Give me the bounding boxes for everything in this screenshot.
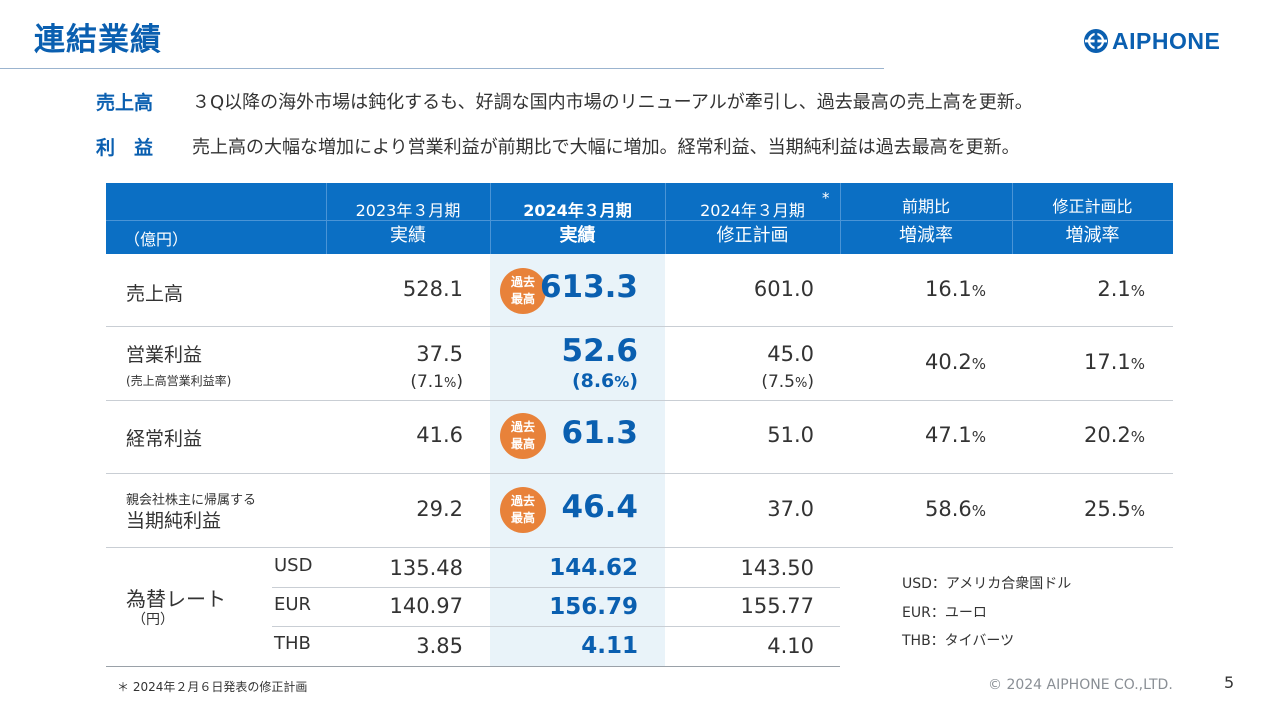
header-yoy: 前期比 増減率 xyxy=(899,197,953,246)
currency-code: USD xyxy=(274,555,313,576)
revised-plan: 45.0 xyxy=(767,342,814,366)
currency-code: EUR xyxy=(274,594,312,615)
prev-actual: 37.5 xyxy=(416,342,463,366)
current-actual: 46.4 xyxy=(561,489,639,525)
logo-text: AIPHONE xyxy=(1112,27,1221,54)
footnote: ＊ 2024年２月６日発表の修正計画 xyxy=(117,680,308,694)
prev-rate: 140.97 xyxy=(389,594,463,618)
current-year-highlight xyxy=(490,254,665,667)
copyright: © 2024 AIPHONE CO.,LTD. xyxy=(988,677,1173,693)
header-prev-actual: 2023年３月期 実績 xyxy=(355,201,461,246)
current-actual: 613.3 xyxy=(539,269,638,305)
summary-text: ３Q以降の海外市場は鈍化するも、好調な国内市場のリニューアルが牽引し、過去最高の… xyxy=(192,92,1033,113)
header-vs-plan: 修正計画比 増減率 xyxy=(1052,197,1133,246)
record-high-badge: 過去 最高 xyxy=(500,487,546,533)
prev-rate: 3.85 xyxy=(416,634,463,658)
revised-plan: 51.0 xyxy=(767,423,814,447)
yoy-rate: 16.1% xyxy=(924,277,986,301)
row-label: 当期純利益 xyxy=(126,510,222,532)
yoy-rate: 47.1% xyxy=(924,423,986,447)
current-actual: 52.6 xyxy=(561,333,639,369)
header-revised-plan: 2024年３月期 修正計画 xyxy=(700,201,805,246)
record-high-badge: 過去 最高 xyxy=(500,268,546,314)
row-label: 経常利益 xyxy=(126,428,203,450)
revised-plan: 37.0 xyxy=(767,497,814,521)
unit-label: （億円） xyxy=(124,230,189,249)
fx-label: 為替レート xyxy=(126,587,226,611)
summary-text: 売上高の大幅な増加により営業利益が前期比で大幅に増加。経常利益、当期純利益は過去… xyxy=(192,137,1020,158)
header-current-actual: 2024年３月期 実績 xyxy=(523,201,632,246)
title-divider xyxy=(0,68,884,69)
prev-actual: 528.1 xyxy=(402,277,463,301)
results-table: （億円） 2023年３月期 実績 2024年３月期 実績 2024年３月期 修正… xyxy=(106,183,1173,667)
summary-label: 利 益 xyxy=(96,137,154,159)
row-prelabel: 親会社株主に帰属する xyxy=(126,493,257,508)
fx-unit: （円） xyxy=(132,612,174,628)
prev-actual: 29.2 xyxy=(416,497,463,521)
record-high-badge: 過去 最高 xyxy=(500,413,546,459)
revised-plan: 601.0 xyxy=(753,277,814,301)
current-margin: (8.6%) xyxy=(571,370,638,392)
plan-rate: 155.77 xyxy=(740,594,814,618)
summary-label: 売上高 xyxy=(96,92,154,114)
current-rate: 156.79 xyxy=(549,594,638,620)
table-header: （億円） 2023年３月期 実績 2024年３月期 実績 2024年３月期 修正… xyxy=(106,183,1173,254)
legend-usd: USD：アメリカ合衆国ドル xyxy=(902,576,1072,592)
legend-eur: EUR：ユーロ xyxy=(902,605,987,621)
plan-rate: 4.10 xyxy=(767,634,814,658)
aiphone-logo-icon xyxy=(1084,29,1108,53)
current-actual: 61.3 xyxy=(561,415,639,451)
row-label: 売上高 xyxy=(126,283,184,305)
prev-margin: (7.1%) xyxy=(410,372,463,392)
prev-actual: 41.6 xyxy=(416,423,463,447)
legend-thb: THB：タイバーツ xyxy=(902,633,1015,649)
current-rate: 144.62 xyxy=(549,555,638,581)
row-label: 営業利益 xyxy=(126,344,203,366)
yoy-rate: 58.6% xyxy=(924,497,986,521)
vs-plan-rate: 17.1% xyxy=(1083,350,1145,374)
plan-rate: 143.50 xyxy=(740,556,814,580)
vs-plan-rate: 2.1% xyxy=(1097,277,1145,301)
footnote-mark: * xyxy=(822,189,830,207)
currency-code: THB xyxy=(274,633,311,654)
current-rate: 4.11 xyxy=(581,633,638,659)
row-sublabel: (売上高営業利益率) xyxy=(126,374,232,388)
page-number: 5 xyxy=(1224,673,1235,692)
page-title: 連結業績 xyxy=(34,22,162,58)
vs-plan-rate: 25.5% xyxy=(1083,497,1145,521)
yoy-rate: 40.2% xyxy=(924,350,986,374)
company-logo: AIPHONE xyxy=(1083,26,1220,56)
plan-margin: (7.5%) xyxy=(761,372,814,392)
vs-plan-rate: 20.2% xyxy=(1083,423,1145,447)
prev-rate: 135.48 xyxy=(389,556,463,580)
